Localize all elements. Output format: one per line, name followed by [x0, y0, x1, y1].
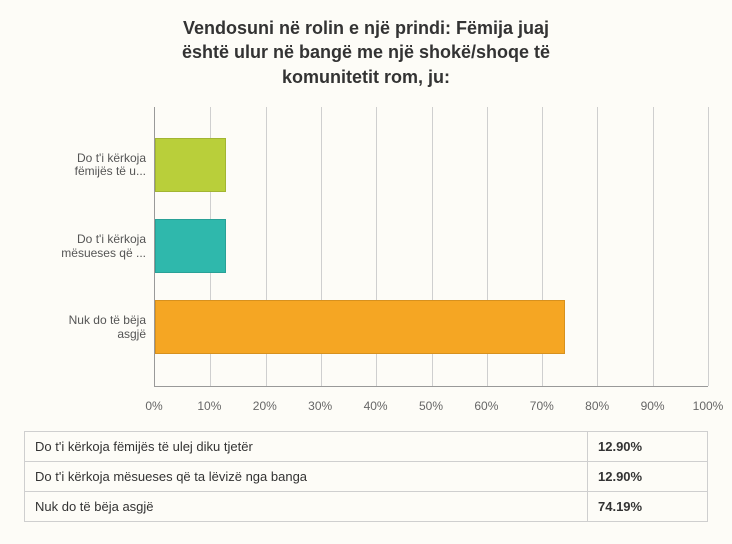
x-tick-label: 20%: [253, 399, 277, 413]
table-row-pct: 74.19%: [588, 491, 708, 521]
y-axis-label: Do t'i kërkojamësueses që ...: [24, 233, 146, 261]
results-table: Do t'i kërkoja fëmijës të ulej diku tjet…: [24, 431, 708, 522]
x-tick-label: 70%: [530, 399, 554, 413]
x-tick-label: 80%: [585, 399, 609, 413]
table-row: Do t'i kërkoja fëmijës të ulej diku tjet…: [25, 431, 708, 461]
y-axis-labels: Do t'i kërkojafëmijës të u... Do t'i kërk…: [24, 107, 154, 387]
chart-plot-area: [154, 107, 708, 387]
x-tick-label: 10%: [197, 399, 221, 413]
x-tick-label: 100%: [693, 399, 724, 413]
gridline: [597, 107, 598, 386]
x-tick-label: 40%: [364, 399, 388, 413]
bar: [155, 300, 565, 354]
x-tick-label: 50%: [419, 399, 443, 413]
x-tick-label: 90%: [641, 399, 665, 413]
table-row: Nuk do të bëja asgjë74.19%: [25, 491, 708, 521]
table-row-label: Do t'i kërkoja fëmijës të ulej diku tjet…: [25, 431, 588, 461]
chart-title: Vendosuni në rolin e një prindi: Fëmija …: [106, 16, 626, 89]
chart-plot-wrap: Do t'i kërkojafëmijës të u... Do t'i kërk…: [24, 107, 708, 387]
table-row-pct: 12.90%: [588, 461, 708, 491]
gridline: [708, 107, 709, 386]
x-tick-label: 30%: [308, 399, 332, 413]
y-axis-label: Do t'i kërkojafëmijës të u...: [24, 152, 146, 180]
y-axis-label: Nuk do të bëjaasgjë: [24, 314, 146, 342]
table-row-pct: 12.90%: [588, 431, 708, 461]
chart-container: Vendosuni në rolin e një prindi: Fëmija …: [0, 0, 732, 534]
bar: [155, 219, 226, 273]
bar: [155, 138, 226, 192]
x-tick-label: 0%: [145, 399, 162, 413]
table-row-label: Do t'i kërkoja mësueses që ta lëvizë nga…: [25, 461, 588, 491]
x-tick-label: 60%: [474, 399, 498, 413]
table-row: Do t'i kërkoja mësueses që ta lëvizë nga…: [25, 461, 708, 491]
x-axis-ticks: 0%10%20%30%40%50%60%70%80%90%100%: [154, 397, 708, 417]
table-row-label: Nuk do të bëja asgjë: [25, 491, 588, 521]
gridline: [653, 107, 654, 386]
